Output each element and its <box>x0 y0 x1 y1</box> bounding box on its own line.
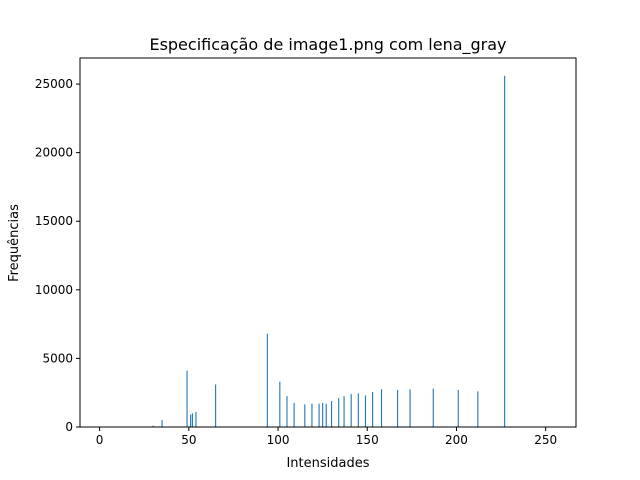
chart-title: Especificação de image1.png com lena_gra… <box>149 35 506 55</box>
histogram-bar <box>504 75 506 427</box>
x-tick-label: 50 <box>181 433 196 447</box>
histogram-bar <box>293 402 295 427</box>
y-axis-label: Frequências <box>7 204 22 282</box>
x-tick-label: 100 <box>267 433 290 447</box>
x-tick-label: 250 <box>534 433 557 447</box>
histogram-bar <box>409 389 411 427</box>
y-tick-label: 25000 <box>35 77 73 91</box>
histogram-bar <box>343 396 345 427</box>
histogram-bar <box>350 394 352 427</box>
histogram-bar <box>325 403 327 427</box>
histogram-bar <box>161 420 163 427</box>
histogram-bar <box>331 400 333 427</box>
y-tick-label: 5000 <box>42 351 73 365</box>
histogram-bar <box>338 398 340 427</box>
x-axis-ticks: 0 50 100 150 200 250 <box>96 427 557 447</box>
histogram-bar <box>191 413 193 427</box>
histogram-bar <box>322 402 324 427</box>
y-tick-label: 10000 <box>35 283 73 297</box>
histogram-bar <box>266 333 268 427</box>
histogram-bar <box>372 392 374 427</box>
histogram-bar <box>195 411 197 427</box>
histogram-bar <box>380 389 383 427</box>
histogram-bar <box>357 393 359 427</box>
y-tick-label: 0 <box>65 420 73 434</box>
histogram-bar <box>432 388 434 427</box>
x-tick-label: 200 <box>445 433 468 447</box>
histogram-bar <box>152 425 154 427</box>
histogram-bar <box>304 404 306 427</box>
histogram-bar <box>477 391 479 427</box>
x-tick-label: 0 <box>96 433 104 447</box>
histogram-bar <box>186 370 188 427</box>
histogram-bar <box>318 403 320 427</box>
histogram-bar <box>311 403 313 427</box>
histogram-bar <box>279 381 281 427</box>
y-axis-ticks: 0 5000 10000 15000 20000 25000 <box>35 77 80 434</box>
y-tick-label: 20000 <box>35 146 73 160</box>
histogram-bar <box>364 395 367 427</box>
bars-group <box>152 75 506 427</box>
histogram-bar <box>397 389 399 427</box>
y-tick-label: 15000 <box>35 214 73 228</box>
x-tick-label: 150 <box>356 433 379 447</box>
x-axis-label: Intensidades <box>286 456 369 471</box>
histogram-bar <box>215 384 217 427</box>
histogram-bar <box>286 396 288 427</box>
plot-frame <box>79 57 577 428</box>
histogram-bar <box>190 414 192 427</box>
histogram-bar <box>457 389 459 427</box>
